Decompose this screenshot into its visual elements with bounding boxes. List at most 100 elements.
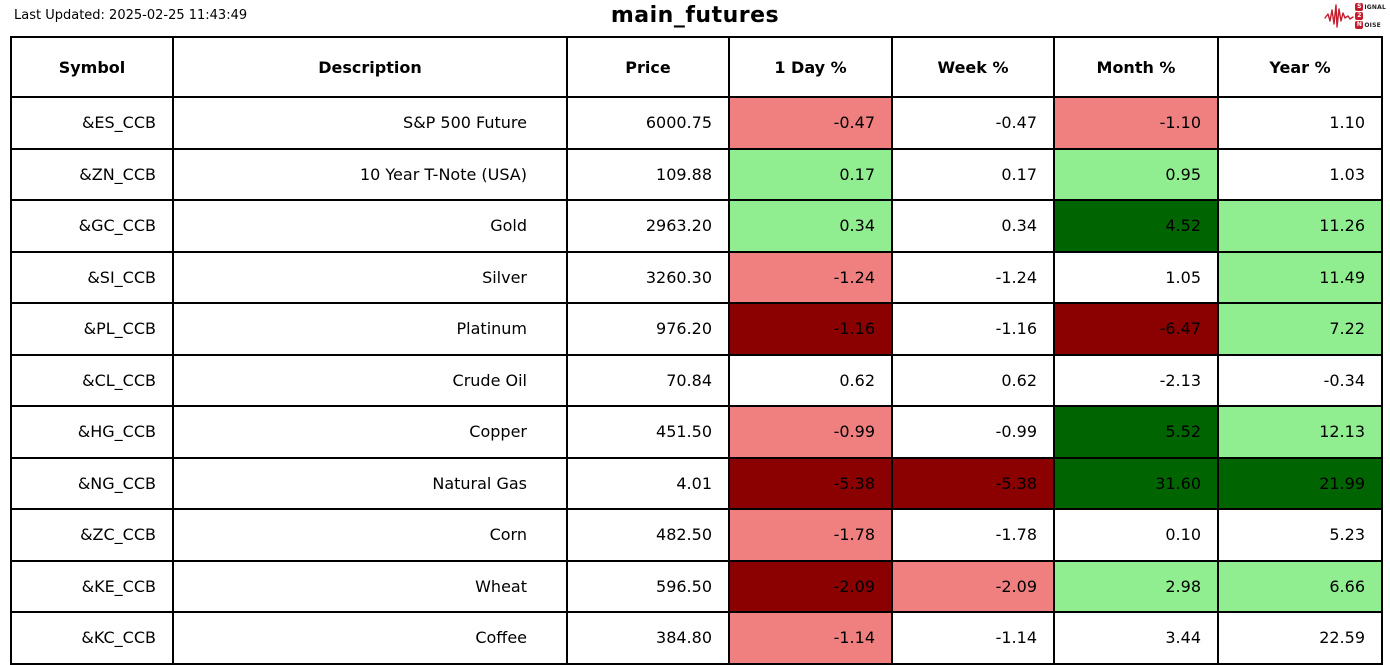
cell-week-pct: 0.17 (891, 147, 1055, 201)
logo-badge-2: 2 (1355, 12, 1364, 20)
cell-month-pct: 3.44 (1053, 611, 1219, 665)
cell-description: Wheat (172, 559, 568, 613)
cell-day-pct: 0.34 (728, 199, 893, 253)
cell-symbol: &CL_CCB (10, 353, 174, 407)
cell-year-pct: 11.26 (1217, 199, 1383, 253)
cell-week-pct: -5.38 (891, 456, 1055, 510)
logo-line-2: 2 (1355, 12, 1386, 20)
cell-symbol: &PL_CCB (10, 302, 174, 356)
cell-day-pct: -1.24 (728, 250, 893, 304)
cell-month-pct: -1.10 (1053, 96, 1219, 150)
cell-day-pct: -1.78 (728, 508, 893, 562)
table-row: &ES_CCB S&P 500 Future 6000.75 -0.47 -0.47 -1… (10, 96, 1383, 150)
logo-line-noise: N OISE (1355, 21, 1386, 29)
cell-month-pct: -2.13 (1053, 353, 1219, 407)
cell-price: 384.80 (566, 611, 730, 665)
cell-month-pct: 31.60 (1053, 456, 1219, 510)
table-row: &SI_CCB Silver 3260.30 -1.24 -1.24 1.05 11.49 (10, 250, 1383, 304)
last-updated-label: Last Updated: 2025-02-25 11:43:49 (14, 8, 248, 23)
cell-symbol: &NG_CCB (10, 456, 174, 510)
cell-symbol: &SI_CCB (10, 250, 174, 304)
cell-symbol: &HG_CCB (10, 405, 174, 459)
table-row: &ZC_CCB Corn 482.50 -1.78 -1.78 0.10 5.23 (10, 508, 1383, 562)
logo-word-ignal: IGNAL (1364, 3, 1386, 11)
cell-price: 451.50 (566, 405, 730, 459)
cell-year-pct: -0.34 (1217, 353, 1383, 407)
cell-price: 596.50 (566, 559, 730, 613)
cell-description: Gold (172, 199, 568, 253)
cell-price: 109.88 (566, 147, 730, 201)
cell-year-pct: 7.22 (1217, 302, 1383, 356)
cell-price: 4.01 (566, 456, 730, 510)
signal2noise-logo: S IGNAL 2 N OISE (1324, 2, 1386, 30)
table-row: &CL_CCB Crude Oil 70.84 0.62 0.62 -2.13 -0.34 (10, 353, 1383, 407)
table-row: &ZN_CCB 10 Year T-Note (USA) 109.88 0.17 0.1… (10, 147, 1383, 201)
cell-week-pct: -2.09 (891, 559, 1055, 613)
table-header: Symbol Description Price 1 Day % Week % Month… (10, 36, 1383, 98)
cell-description: Crude Oil (172, 353, 568, 407)
cell-day-pct: -0.47 (728, 96, 893, 150)
logo-badge-s: S (1355, 3, 1364, 11)
cell-price: 6000.75 (566, 96, 730, 150)
cell-description: Copper (172, 405, 568, 459)
cell-price: 70.84 (566, 353, 730, 407)
cell-year-pct: 21.99 (1217, 456, 1383, 510)
table-header-row: Symbol Description Price 1 Day % Week % Month… (10, 36, 1383, 98)
cell-symbol: &ZC_CCB (10, 508, 174, 562)
cell-year-pct: 1.03 (1217, 147, 1383, 201)
cell-description: Corn (172, 508, 568, 562)
cell-month-pct: 2.98 (1053, 559, 1219, 613)
table-row: &KE_CCB Wheat 596.50 -2.09 -2.09 2.98 6.66 (10, 559, 1383, 613)
cell-week-pct: -0.47 (891, 96, 1055, 150)
table-row: &KC_CCB Coffee 384.80 -1.14 -1.14 3.44 22.59 (10, 611, 1383, 665)
cell-description: Coffee (172, 611, 568, 665)
cell-year-pct: 6.66 (1217, 559, 1383, 613)
cell-month-pct: 4.52 (1053, 199, 1219, 253)
cell-symbol: &ES_CCB (10, 96, 174, 150)
cell-price: 2963.20 (566, 199, 730, 253)
cell-week-pct: -0.99 (891, 405, 1055, 459)
column-header-1-day: 1 Day % (728, 36, 893, 98)
cell-symbol: &KC_CCB (10, 611, 174, 665)
cell-day-pct: -5.38 (728, 456, 893, 510)
logo-badge-n: N (1355, 21, 1364, 29)
cell-symbol: &GC_CCB (10, 199, 174, 253)
cell-day-pct: 0.62 (728, 353, 893, 407)
cell-year-pct: 11.49 (1217, 250, 1383, 304)
futures-table-body: &ES_CCB S&P 500 Future 6000.75 -0.47 -0.47 -1… (10, 96, 1383, 665)
cell-week-pct: -1.24 (891, 250, 1055, 304)
logo-word-oise: OISE (1364, 21, 1381, 29)
cell-week-pct: -1.14 (891, 611, 1055, 665)
cell-month-pct: -6.47 (1053, 302, 1219, 356)
cell-day-pct: -2.09 (728, 559, 893, 613)
cell-description: Platinum (172, 302, 568, 356)
cell-price: 3260.30 (566, 250, 730, 304)
cell-day-pct: -1.14 (728, 611, 893, 665)
cell-week-pct: -1.78 (891, 508, 1055, 562)
cell-week-pct: -1.16 (891, 302, 1055, 356)
cell-symbol: &ZN_CCB (10, 147, 174, 201)
column-header-year: Year % (1217, 36, 1383, 98)
cell-month-pct: 0.95 (1053, 147, 1219, 201)
cell-year-pct: 1.10 (1217, 96, 1383, 150)
logo-line-signal: S IGNAL (1355, 3, 1386, 11)
cell-price: 482.50 (566, 508, 730, 562)
cell-year-pct: 12.13 (1217, 405, 1383, 459)
cell-day-pct: -1.16 (728, 302, 893, 356)
column-header-week: Week % (891, 36, 1055, 98)
column-header-month: Month % (1053, 36, 1219, 98)
table-row: &PL_CCB Platinum 976.20 -1.16 -1.16 -6.47 7.22 (10, 302, 1383, 356)
column-header-description: Description (172, 36, 568, 98)
cell-year-pct: 5.23 (1217, 508, 1383, 562)
cell-week-pct: 0.34 (891, 199, 1055, 253)
table-row: &NG_CCB Natural Gas 4.01 -5.38 -5.38 31.60 21.… (10, 456, 1383, 510)
column-header-symbol: Symbol (10, 36, 174, 98)
cell-month-pct: 0.10 (1053, 508, 1219, 562)
cell-description: Silver (172, 250, 568, 304)
cell-description: 10 Year T-Note (USA) (172, 147, 568, 201)
cell-price: 976.20 (566, 302, 730, 356)
cell-day-pct: -0.99 (728, 405, 893, 459)
table-row: &GC_CCB Gold 2963.20 0.34 0.34 4.52 11.26 (10, 199, 1383, 253)
waveform-icon (1324, 4, 1355, 28)
cell-description: Natural Gas (172, 456, 568, 510)
